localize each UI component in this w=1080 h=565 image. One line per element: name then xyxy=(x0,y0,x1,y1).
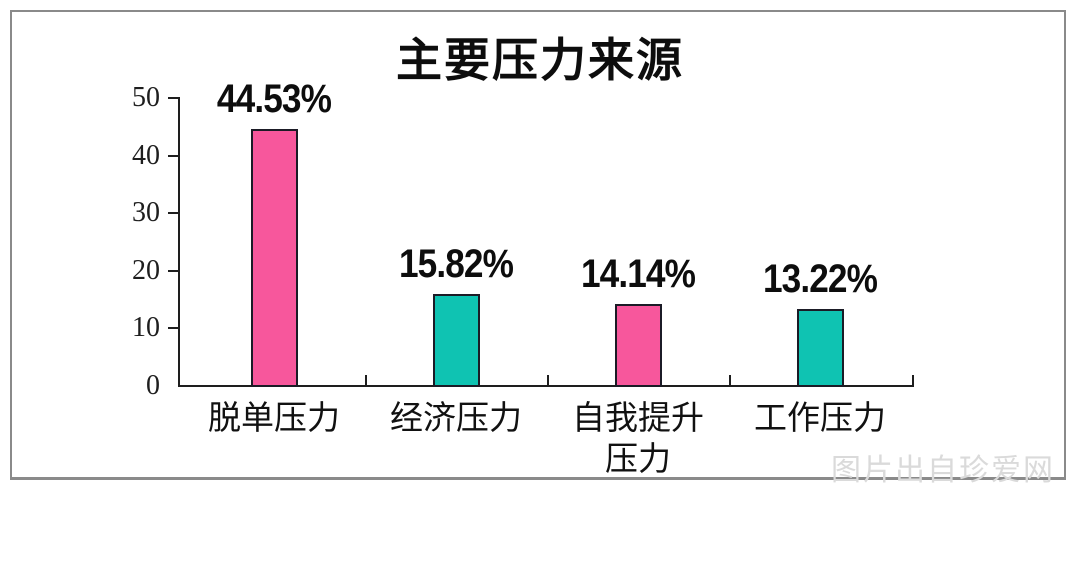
y-axis-tick-label: 50 xyxy=(132,82,160,113)
bar-4 xyxy=(796,309,844,387)
y-axis-tick-label: 10 xyxy=(132,312,160,344)
x-axis-category-label: 脱单压力 xyxy=(174,397,374,438)
y-axis-tick-label: 0 xyxy=(146,370,160,401)
x-axis-category-label: 经济压力 xyxy=(356,397,556,438)
bar-value-label: 15.82% xyxy=(398,242,514,286)
x-axis-category-line: 工作压力 xyxy=(754,399,886,436)
x-axis-line xyxy=(178,385,914,387)
y-axis-tick xyxy=(168,154,178,157)
x-axis-category-line: 脱单压力 xyxy=(208,399,340,436)
x-axis-tick xyxy=(729,375,731,385)
x-axis-end-tick xyxy=(912,375,914,385)
bar-3 xyxy=(614,304,662,387)
bar-2 xyxy=(432,294,480,387)
x-axis-tick xyxy=(547,375,549,385)
y-axis-tick xyxy=(168,212,178,215)
x-axis-category-label: 自我提升 压力 xyxy=(538,397,738,479)
x-axis-category-label: 工作压力 xyxy=(720,397,920,438)
y-axis-tick xyxy=(168,269,178,272)
y-axis-tick-label: 20 xyxy=(132,254,160,286)
x-axis-tick xyxy=(365,375,367,385)
bar-1 xyxy=(250,129,298,387)
bar-value-label: 44.53% xyxy=(216,77,332,121)
y-axis-tick xyxy=(168,97,178,99)
y-axis-tick xyxy=(168,327,178,330)
bar-value-label: 13.22% xyxy=(762,257,878,301)
x-axis-category-line: 经济压力 xyxy=(390,399,522,436)
y-axis-line xyxy=(178,97,180,387)
y-axis-tick-label: 30 xyxy=(132,197,160,229)
bar-value-label: 14.14% xyxy=(580,252,696,296)
x-axis-category-line: 压力 xyxy=(605,440,671,477)
chart-frame xyxy=(10,10,1066,480)
watermark-text: 图片出自珍爱网 xyxy=(831,454,1055,487)
x-axis-category-line: 自我提升 xyxy=(572,399,704,436)
y-axis-tick-label: 40 xyxy=(132,139,160,171)
chart-title: 主要压力来源 xyxy=(396,34,684,86)
